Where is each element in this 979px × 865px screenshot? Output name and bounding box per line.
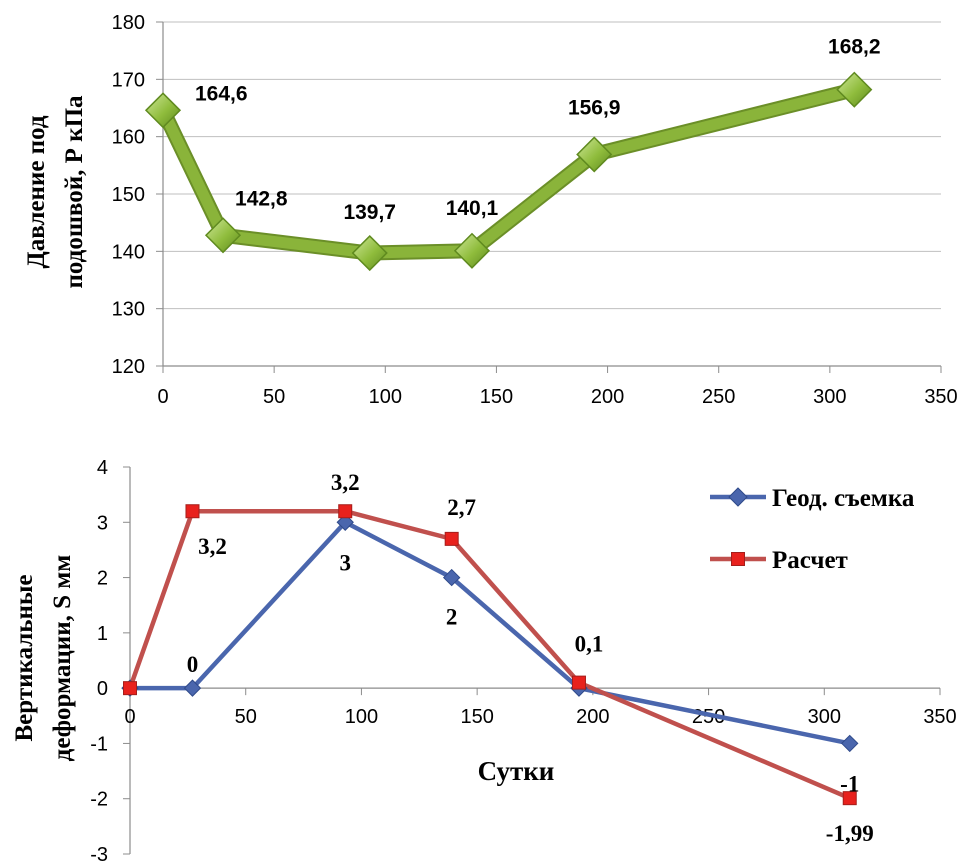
legend-marker <box>728 487 748 507</box>
data-point <box>185 504 200 519</box>
y-axis-label-line-2: деформации, S мм <box>49 555 76 762</box>
y-tick-label: 160 <box>112 127 145 149</box>
x-tick-label: 0 <box>157 386 168 408</box>
data-label: 142,8 <box>235 187 288 210</box>
axes <box>156 21 942 373</box>
series-line <box>130 520 851 746</box>
y-tick-label: 150 <box>112 184 145 206</box>
x-tick-label: 100 <box>369 386 402 408</box>
data-point <box>183 679 202 697</box>
y-tick-label: 4 <box>97 457 108 479</box>
data-point <box>571 675 586 690</box>
y-tick-label: -1 <box>90 733 108 755</box>
x-tick-label: 150 <box>460 706 493 728</box>
series <box>144 71 873 272</box>
x-tick-label: 50 <box>235 706 257 728</box>
data-label: -1,99 <box>826 821 874 846</box>
y-tick-label: 3 <box>97 512 108 534</box>
y-tick-labels: 120 130 140 150 160 170 180 <box>112 12 145 378</box>
data-label: 3,2 <box>198 534 227 559</box>
data-labels: 0 3 2 -1 3,2 3,2 2,7 0,1 -1,99 <box>187 470 874 846</box>
data-point <box>836 71 873 108</box>
legend-marker <box>731 552 745 566</box>
data-label: 0 <box>187 652 199 677</box>
y-gridlines <box>163 21 941 367</box>
x-tick-label: 100 <box>345 706 378 728</box>
data-point <box>442 568 461 587</box>
data-label: 164,6 <box>195 82 248 105</box>
y-tick-label: 170 <box>112 69 145 91</box>
x-tick-label: 50 <box>263 386 285 408</box>
data-label: 2,7 <box>447 495 476 520</box>
series-line <box>127 508 851 801</box>
legend-label: Геод. съемка <box>772 485 915 512</box>
x-tick-label: 350 <box>924 386 957 408</box>
data-label: 156,9 <box>568 96 621 119</box>
data-point <box>123 681 137 696</box>
data-label: 0,1 <box>575 632 604 657</box>
data-label: 3,2 <box>331 470 360 495</box>
y-tick-label: -2 <box>90 789 108 811</box>
y-axis-label-line-1: Давление под <box>23 115 50 268</box>
data-point <box>338 504 353 519</box>
axes <box>123 466 941 855</box>
data-point <box>204 217 242 254</box>
data-label: -1 <box>840 771 859 796</box>
data-point <box>351 234 388 272</box>
data-point <box>444 531 459 546</box>
x-tick-label: 300 <box>808 706 841 728</box>
legend: Геод. съемка Расчет <box>710 485 915 574</box>
x-tick-label: 0 <box>124 706 135 728</box>
series <box>121 504 859 806</box>
x-axis-label: Сутки <box>478 756 555 786</box>
data-label: 140,1 <box>446 197 499 220</box>
data-point <box>453 232 491 269</box>
y-tick-label: 140 <box>112 241 145 263</box>
x-tick-label: 300 <box>813 386 846 408</box>
y-tick-label: 2 <box>97 568 108 590</box>
y-axis-label-line-2: подошвой, Р кПа <box>61 95 88 289</box>
y-tick-label: 180 <box>112 12 145 34</box>
y-tick-label: 120 <box>112 356 145 378</box>
x-tick-label: 150 <box>480 386 513 408</box>
y-axis-label-line-1: Вертикальные <box>11 574 38 741</box>
y-tick-labels: -3 -2 -1 0 1 2 3 4 <box>90 457 108 865</box>
series-line <box>157 84 860 259</box>
data-label: 2 <box>446 605 458 630</box>
data-labels: 164,6 142,8 139,7 140,1 156,9 168,2 <box>195 36 881 224</box>
x-tick-label: 350 <box>923 706 956 728</box>
x-tick-labels: 0 50 100 150 200 250 300 350 <box>157 386 957 408</box>
legend-label: Расчет <box>772 547 848 574</box>
data-point <box>336 513 354 531</box>
y-tick-label: 130 <box>112 299 145 321</box>
x-tick-label: 250 <box>702 386 735 408</box>
data-label: 139,7 <box>343 201 396 224</box>
data-label: 168,2 <box>828 36 881 59</box>
y-tick-label: 1 <box>97 623 108 645</box>
data-point <box>576 136 613 173</box>
x-tick-label: 200 <box>576 706 609 728</box>
chart-pressure: 120 130 140 150 160 170 180 0 50 100 150 200 250 300… <box>23 12 958 408</box>
data-point <box>144 92 182 129</box>
x-tick-labels: 0 50 100 150 200 250 300 350 <box>124 706 956 728</box>
y-tick-label: -3 <box>90 844 108 865</box>
x-tick-label: 200 <box>591 386 624 408</box>
y-tick-label: 0 <box>97 678 108 700</box>
data-point <box>842 791 857 806</box>
data-label: 3 <box>339 550 351 575</box>
data-point <box>841 734 859 753</box>
